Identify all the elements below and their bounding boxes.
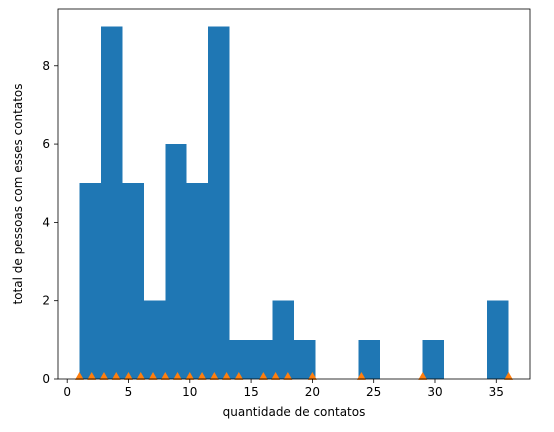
scatter-point <box>271 372 281 380</box>
histogram-bar <box>143 300 166 379</box>
y-tick-label: 4 <box>42 215 50 229</box>
x-tick-label: 20 <box>305 385 320 399</box>
histogram-bar <box>487 300 509 379</box>
x-tick-label: 15 <box>243 385 258 399</box>
histogram-bar <box>294 339 316 379</box>
y-tick-label: 6 <box>42 137 50 151</box>
histogram-bar <box>208 26 230 379</box>
x-axis-ticks: 0 5 10 15 20 25 30 35 <box>63 379 504 399</box>
histogram-bar <box>79 183 101 379</box>
scatter-markers <box>74 372 514 380</box>
x-tick-label: 35 <box>489 385 504 399</box>
scatter-point <box>234 372 244 380</box>
histogram-bar <box>229 339 252 379</box>
scatter-point <box>173 372 183 380</box>
scatter-point <box>283 372 293 380</box>
scatter-point <box>209 372 219 380</box>
y-tick-label: 8 <box>42 59 50 73</box>
y-tick-label: 2 <box>42 294 50 308</box>
x-tick-label: 10 <box>182 385 197 399</box>
scatter-point <box>258 372 268 380</box>
x-tick-label: 0 <box>63 385 71 399</box>
scatter-point <box>111 372 121 380</box>
scatter-point <box>307 372 317 380</box>
scatter-point <box>99 372 109 380</box>
scatter-point <box>136 372 146 380</box>
y-axis-label: total de pessoas com esses contatos <box>11 83 25 304</box>
scatter-point <box>356 372 366 380</box>
histogram-bar <box>186 183 209 379</box>
x-tick-label: 5 <box>125 385 133 399</box>
scatter-point <box>148 372 158 380</box>
y-tick-label: 0 <box>42 372 50 386</box>
scatter-point <box>197 372 207 380</box>
x-tick-label: 30 <box>427 385 442 399</box>
scatter-point <box>418 372 428 380</box>
histogram-bar <box>272 300 294 379</box>
scatter-point <box>222 372 232 380</box>
y-axis-ticks: 0 2 4 6 8 <box>42 59 58 386</box>
scatter-point <box>504 372 514 380</box>
plot-frame <box>57 8 531 380</box>
x-tick-label: 25 <box>366 385 381 399</box>
scatter-point <box>123 372 133 380</box>
histogram-bar <box>122 183 144 379</box>
scatter-point <box>160 372 170 380</box>
histogram-bars <box>79 26 509 379</box>
scatter-point <box>87 372 97 380</box>
scatter-point <box>185 372 195 380</box>
x-axis-label: quantidade de contatos <box>223 405 366 419</box>
histogram-bar <box>100 26 123 379</box>
histogram-bar <box>251 339 273 379</box>
scatter-point <box>74 372 84 380</box>
histogram-bar <box>165 144 187 379</box>
histogram-bar <box>422 339 445 379</box>
histogram-bar <box>358 339 380 379</box>
